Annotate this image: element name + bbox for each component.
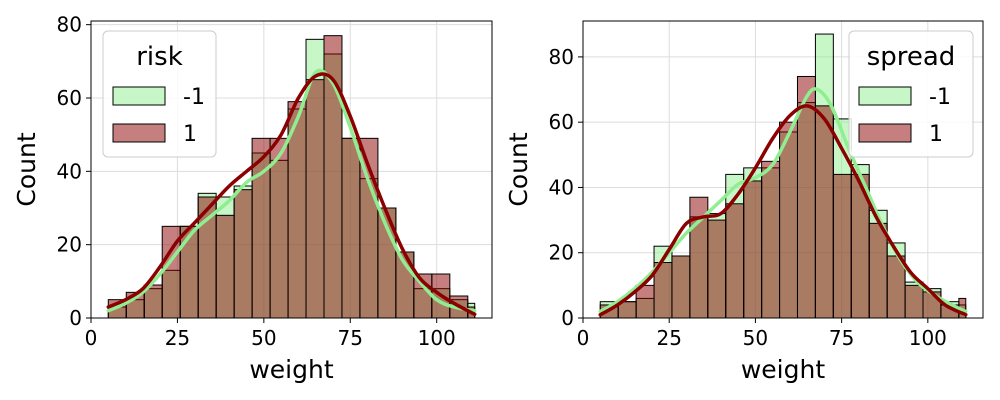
kde-line--1 (106, 68, 477, 313)
x-tick-label: 100 (909, 326, 947, 350)
histogram-bar (215, 214, 235, 319)
histogram-bar (725, 203, 745, 319)
y-tick-label: 0 (561, 306, 574, 330)
legend-label: 1 (183, 122, 197, 147)
histogram-bar (868, 222, 888, 319)
legend-title: risk (136, 42, 183, 72)
histogram-bar (305, 79, 325, 319)
histogram-bar (341, 137, 361, 319)
legend: risk-1 1 (102, 30, 217, 158)
y-tick-label: 20 (549, 241, 574, 265)
y-tick-label: 20 (57, 233, 82, 257)
x-tick-label: 50 (251, 326, 276, 350)
kde-line-1 (106, 72, 477, 317)
histogram-bar (707, 219, 727, 319)
y-tick-label: 80 (57, 13, 82, 37)
legend-swatch--1 (858, 86, 912, 106)
x-tick-label: 0 (85, 326, 98, 350)
x-tick-label: 25 (656, 326, 681, 350)
legend-label: 1 (929, 122, 943, 147)
y-tick-label: 40 (57, 159, 82, 183)
x-axis-label: weight (249, 355, 333, 384)
histogram-panel-spread: 0 25 50 75 100 0 20 40 60 80 weight Count spread -1 1 (504, 20, 984, 384)
histogram-panel-risk: 0 25 50 75 100 0 20 40 60 80 weight Count risk-1 1 (12, 13, 493, 384)
x-tick-label: 75 (829, 326, 854, 350)
plot-frame (582, 20, 984, 319)
y-tick-label: 0 (69, 306, 82, 330)
y-tick-label: 60 (57, 86, 82, 110)
y-axis-label: Count (504, 132, 533, 206)
legend-swatch-1 (858, 123, 912, 143)
histogram-bar (761, 160, 781, 319)
x-tick-label: 100 (418, 326, 456, 350)
histogram-bar (671, 255, 691, 319)
legend-swatch--1 (112, 86, 166, 106)
y-tick-label: 60 (549, 110, 574, 134)
x-tick-label: 25 (165, 326, 190, 350)
y-tick-label: 80 (549, 45, 574, 69)
legend-swatch-1 (112, 123, 166, 143)
histogram-bar (233, 189, 253, 319)
kde-line-1 (598, 104, 968, 317)
y-axis-label: Count (12, 132, 41, 206)
histogram-bar (904, 284, 924, 319)
histogram-bar (832, 173, 852, 319)
plot-frame (90, 20, 493, 319)
x-tick-label: 50 (743, 326, 768, 350)
x-axis-label: weight (741, 355, 825, 384)
histogram-bar (179, 225, 199, 319)
legend: spread -1 1 (848, 30, 974, 158)
legend-label: -1 (183, 85, 205, 110)
x-tick-label: 0 (577, 326, 590, 350)
y-tick-label: 40 (549, 175, 574, 199)
histogram-bar (743, 180, 763, 319)
legend-title: spread (867, 42, 956, 72)
x-tick-label: 75 (338, 326, 363, 350)
histogram-bar (814, 105, 834, 319)
legend-label: -1 (929, 85, 951, 110)
